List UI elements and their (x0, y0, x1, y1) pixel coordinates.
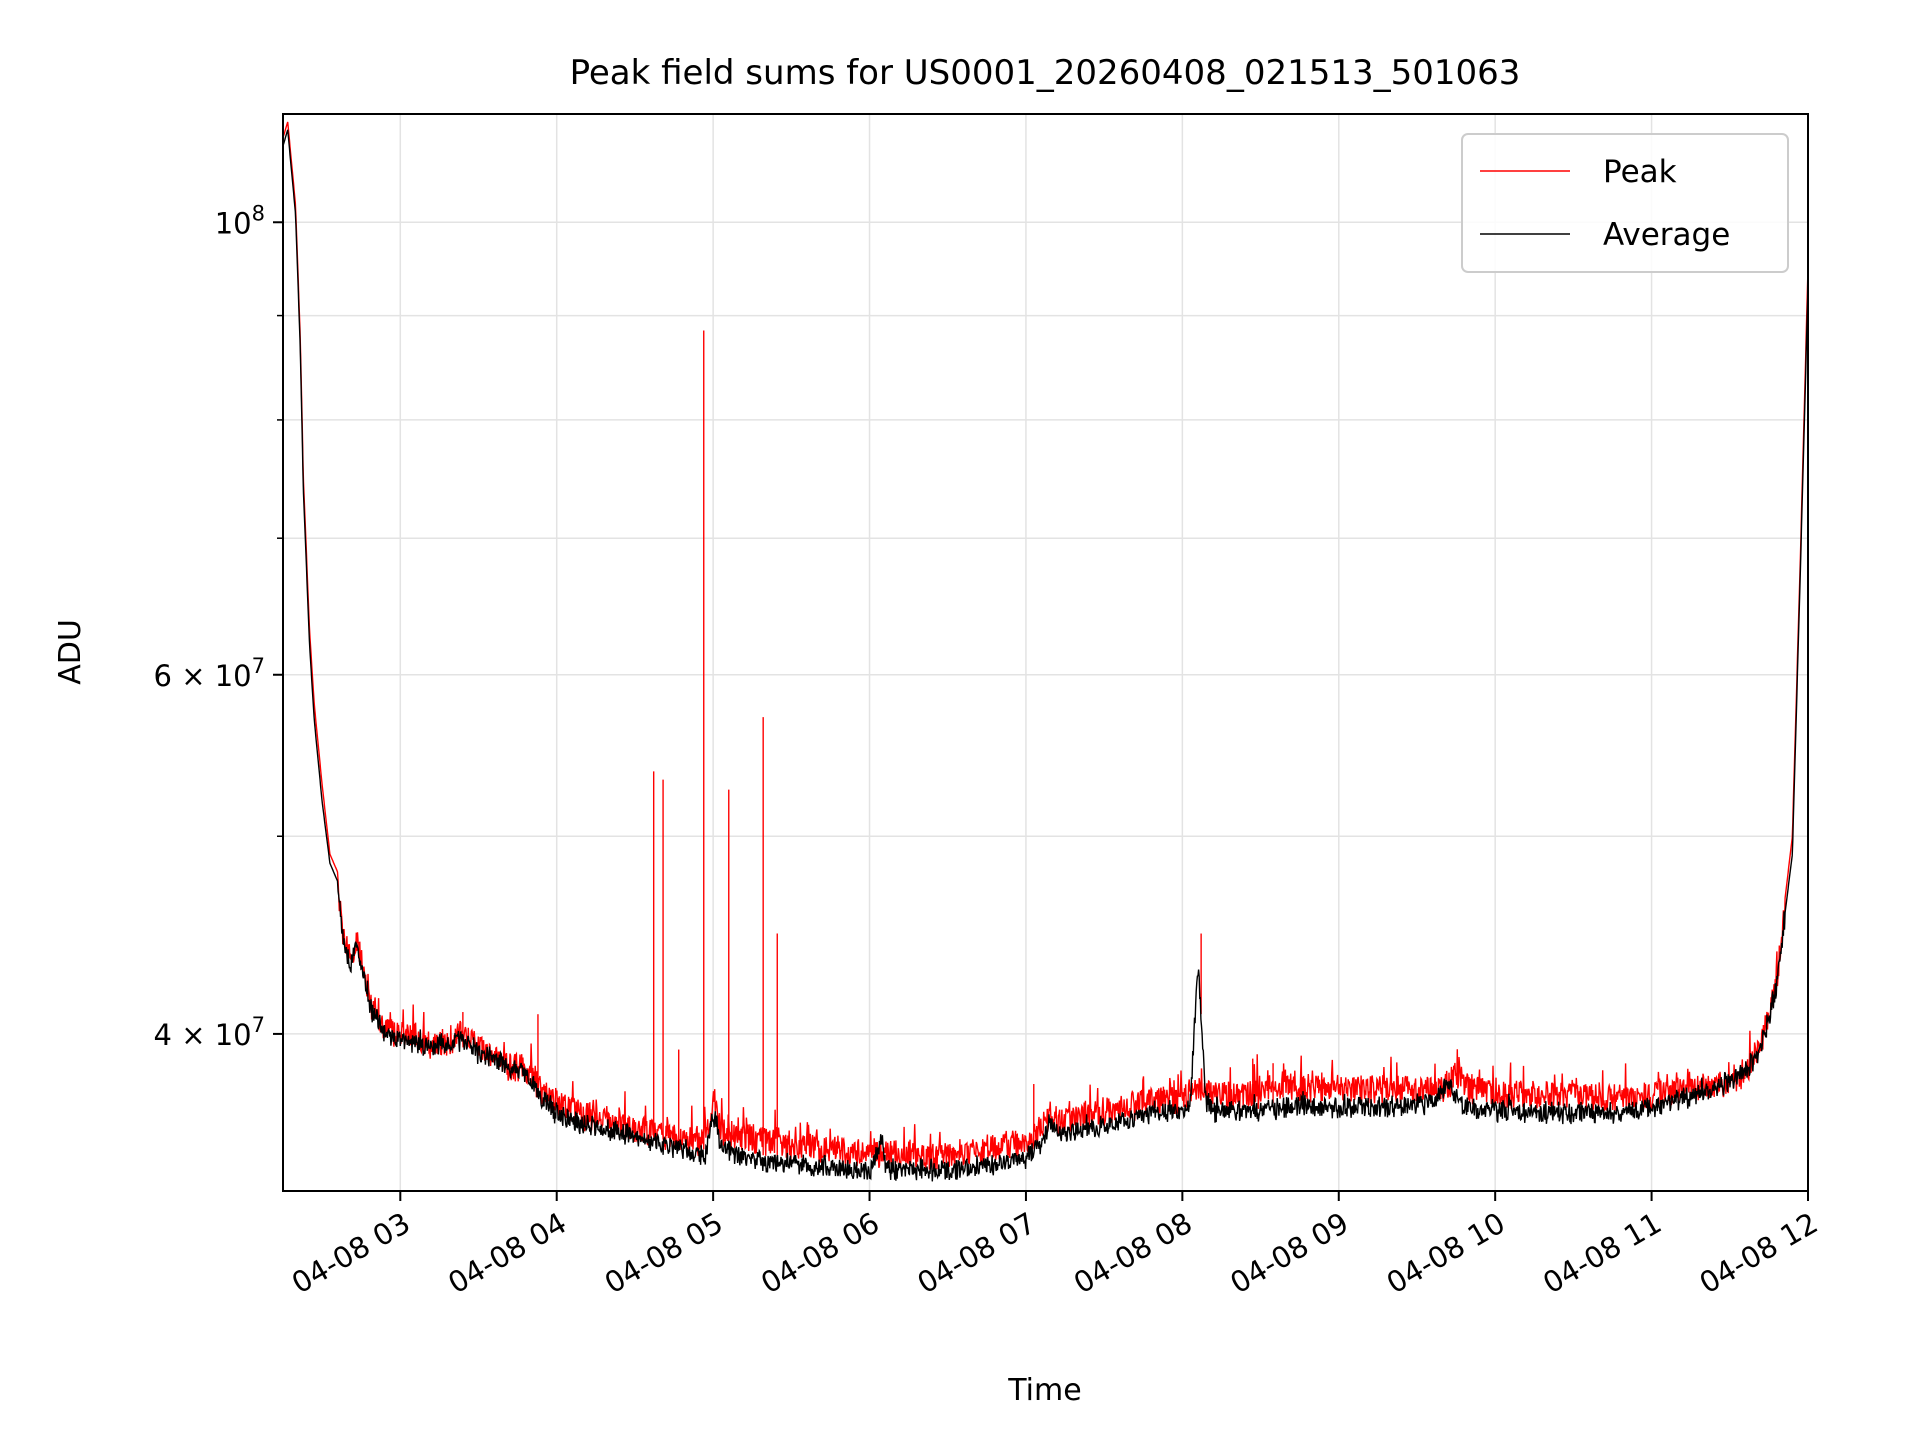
x-axis-ticks: 04-08 03 04-08 04 04-08 05 04-08 06 04-08 07… (286, 1191, 1824, 1300)
x-tick-label: 04-08 04 (442, 1206, 572, 1301)
legend-average-label: Average (1603, 217, 1730, 253)
legend-peak-label: Peak (1603, 154, 1677, 190)
average-line (283, 129, 1808, 1182)
x-tick-label: 04-08 10 (1381, 1206, 1511, 1301)
y-tick-label: 4 × 107 (154, 1013, 265, 1052)
x-tick-label: 04-08 08 (1068, 1206, 1198, 1301)
peak-line (283, 121, 1808, 1170)
x-tick-label: 04-08 11 (1537, 1206, 1667, 1301)
x-tick-label: 04-08 09 (1224, 1206, 1354, 1301)
y-axis-ticks: 108 6 × 107 4 × 107 (154, 201, 283, 1052)
y-tick-label: 6 × 107 (154, 654, 265, 693)
plot-frame (282, 113, 1809, 1192)
chart-title: Peak field sums for US0001_20260408_0215… (570, 53, 1521, 93)
x-tick-label: 04-08 05 (599, 1206, 729, 1301)
x-tick-label: 04-08 12 (1694, 1206, 1824, 1301)
x-tick-label: 04-08 03 (286, 1206, 416, 1301)
peak-series (283, 121, 1808, 1170)
legend-box (1461, 133, 1789, 273)
y-axis-label: ADU (53, 619, 88, 685)
y-tick-label: 108 (215, 201, 265, 240)
grid (283, 114, 1809, 1191)
average-series (283, 129, 1808, 1182)
x-tick-label: 04-08 07 (912, 1206, 1042, 1301)
x-tick-label: 04-08 06 (755, 1206, 885, 1301)
x-axis-label: Time (1007, 1373, 1081, 1408)
legend: Peak Average (1461, 133, 1789, 273)
